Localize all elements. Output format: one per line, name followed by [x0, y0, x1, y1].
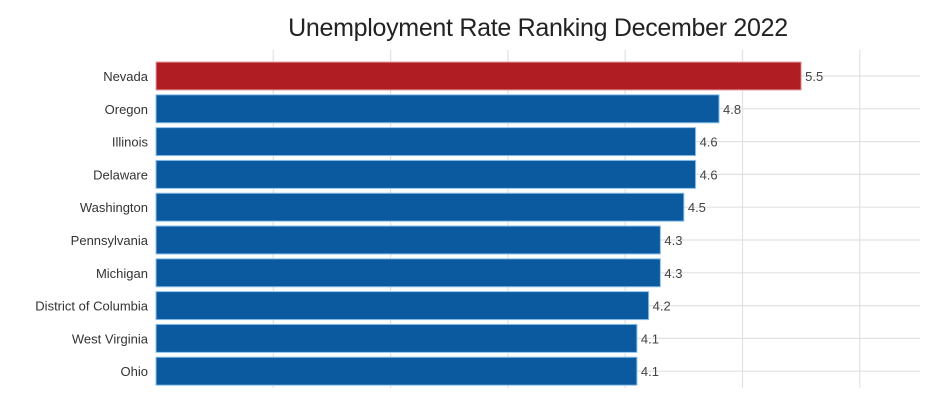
bar-nevada: [155, 61, 802, 91]
category-label: Michigan: [96, 266, 148, 281]
bar-illinois: [155, 127, 697, 157]
value-label: 4.6: [700, 167, 718, 182]
bar-district-of-columbia: [155, 291, 650, 321]
category-label: Nevada: [103, 69, 149, 84]
bar-oregon: [155, 94, 720, 124]
value-labels: 5.5 4.8 4.6 4.6 4.5 4.3 4.3 4.2 4.1 4.1: [641, 69, 823, 379]
bar-ohio: [155, 356, 638, 386]
category-label: Washington: [80, 200, 148, 215]
value-label: 4.5: [688, 200, 706, 215]
bar-washington: [155, 192, 685, 222]
bars: [155, 61, 802, 386]
bar-pennsylvania: [155, 225, 661, 255]
category-label: District of Columbia: [35, 299, 148, 314]
category-label: Delaware: [93, 167, 148, 182]
category-label: Ohio: [121, 364, 148, 379]
category-labels: Nevada Oregon Illinois Delaware Washington Pe…: [35, 69, 148, 379]
value-label: 4.3: [664, 233, 682, 248]
bar-west-virginia: [155, 323, 638, 353]
bar-michigan: [155, 258, 661, 288]
value-label: 4.1: [641, 331, 659, 346]
category-label: Pennsylvania: [71, 233, 149, 248]
value-label: 4.1: [641, 364, 659, 379]
chart-title: Unemployment Rate Ranking December 2022: [288, 14, 788, 42]
value-label: 5.5: [805, 69, 823, 84]
value-label: 4.3: [664, 266, 682, 281]
value-label: 4.2: [653, 299, 671, 314]
category-label: Oregon: [105, 102, 148, 117]
bar-delaware: [155, 159, 697, 189]
value-label: 4.6: [700, 135, 718, 150]
value-label: 4.8: [723, 102, 741, 117]
category-label: Illinois: [112, 135, 149, 150]
category-label: West Virginia: [72, 331, 149, 346]
